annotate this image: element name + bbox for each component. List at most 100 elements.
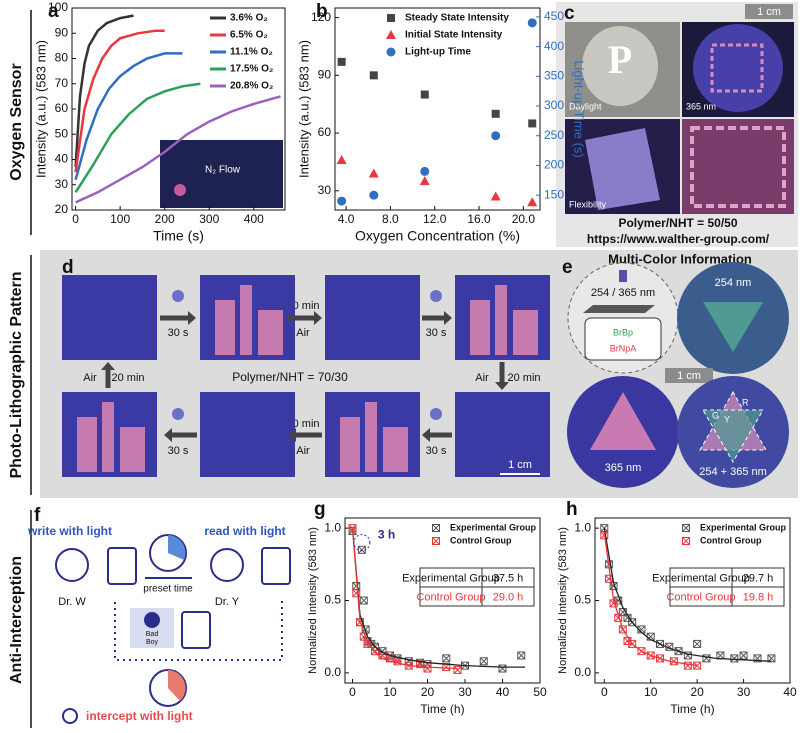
table-cell: Experimental Group xyxy=(652,572,750,584)
pattern-print xyxy=(215,300,235,355)
y-tick-label: 40 xyxy=(55,152,69,166)
arrow-head xyxy=(422,428,430,442)
layer-label: BrBp xyxy=(613,327,633,337)
marker-shape xyxy=(646,632,655,641)
y-tick-label: 50 xyxy=(55,126,69,140)
chart: N₂ Flow 0 100 200 300 400 20 30 40 50 60 70 80 90 100 T… xyxy=(33,0,286,244)
scale-label: 1 cm xyxy=(508,459,532,471)
marker-shape xyxy=(656,639,664,648)
marker-shape xyxy=(739,651,748,660)
table-cell: Control Group xyxy=(416,591,485,603)
marker xyxy=(352,589,361,598)
panel-d: Polymer/NHT = 70/30 30 s 20 min Air 30 s… xyxy=(62,275,550,477)
annotation: 3 h xyxy=(378,528,395,542)
marker xyxy=(669,657,678,666)
marker xyxy=(337,57,346,66)
scale-label: 1 cm xyxy=(757,6,781,18)
y-tick-label: 0.5 xyxy=(324,593,341,607)
marker xyxy=(387,14,395,22)
y-axis-label: Intensity (a.u.) (583 nm) xyxy=(33,40,48,178)
lens-icon xyxy=(62,708,78,724)
marker-shape xyxy=(423,664,432,673)
marker xyxy=(453,665,462,674)
x-tick-label: 0 xyxy=(72,212,79,226)
marker-shape xyxy=(420,166,430,176)
photo-label: 365 nm xyxy=(605,462,642,474)
y-axis-label: Normalized Intensity (583 nm) xyxy=(557,527,569,674)
y2-tick-label: 300 xyxy=(544,98,564,112)
marker xyxy=(730,654,739,663)
series-line xyxy=(75,95,281,204)
lamp-icon xyxy=(172,408,184,420)
panel-letter: c xyxy=(564,3,575,24)
arrow-head xyxy=(101,362,115,370)
arrow-head xyxy=(288,428,296,442)
y-tick-label: 30 xyxy=(55,177,69,191)
person-icon xyxy=(55,548,89,582)
panel-title: Multi-Color Information xyxy=(608,251,752,266)
marker-shape xyxy=(491,131,501,141)
panel-c: P 1 cm Daylight 365 nm Flexibility Polym… xyxy=(565,4,794,246)
doc-icon xyxy=(261,547,291,585)
y-tick-label: 80 xyxy=(55,51,69,65)
x-tick-label: 8.0 xyxy=(382,212,399,226)
y-tick-label: 70 xyxy=(55,76,69,90)
marker-shape xyxy=(386,47,396,57)
marker-shape xyxy=(416,660,424,669)
marker xyxy=(517,651,526,660)
table-cell: 19.8 h xyxy=(743,591,774,603)
step-label: intercept with light xyxy=(86,709,193,723)
marker-shape xyxy=(352,589,361,598)
person-label: Dr. Y xyxy=(215,596,240,608)
y-tick-label: 60 xyxy=(318,125,332,139)
marker-shape xyxy=(404,657,413,666)
x-tick-label: 200 xyxy=(155,212,175,226)
marker-shape xyxy=(730,654,739,663)
marker-shape xyxy=(527,18,537,28)
marker-shape xyxy=(491,109,500,118)
x-tick-label: 20 xyxy=(690,685,704,699)
marker-shape xyxy=(527,197,538,207)
marker-shape xyxy=(479,657,488,666)
marker-shape xyxy=(682,537,690,545)
marker xyxy=(369,190,379,200)
photo-qr xyxy=(682,119,794,214)
x-tick-label: 20 xyxy=(421,685,435,699)
panel-e: Multi-Color Information 254 / 365 nm BrB… xyxy=(567,251,789,488)
pattern-print xyxy=(365,402,377,472)
scale-bar xyxy=(665,368,713,383)
marker-shape xyxy=(387,14,395,22)
marker-shape xyxy=(358,545,366,554)
marker-shape xyxy=(628,618,637,627)
series-line xyxy=(74,82,201,193)
pattern-print xyxy=(340,417,360,472)
marker xyxy=(682,537,690,545)
x-tick-label: 4.0 xyxy=(338,212,355,226)
legend-label: Light-up Time xyxy=(405,47,471,58)
marker-shape xyxy=(693,640,701,648)
y-tick-label: 120 xyxy=(311,10,331,24)
legend-label: Control Group xyxy=(450,535,512,545)
marker-shape xyxy=(453,665,462,674)
panel-letter: e xyxy=(562,257,573,278)
y-tick-label: 0.0 xyxy=(574,665,591,679)
panel-letter: g xyxy=(314,499,326,520)
pattern-tile xyxy=(200,392,295,477)
region-label: G xyxy=(712,410,719,420)
pattern xyxy=(703,302,763,352)
marker-shape xyxy=(628,639,637,648)
region-label: Y xyxy=(724,414,730,424)
step-label: Air xyxy=(83,372,97,384)
table-cell: 37.5 h xyxy=(493,572,524,584)
panel-f: write with light read with light preset … xyxy=(27,524,291,724)
arrow-head xyxy=(444,311,452,325)
panel-letter: h xyxy=(566,499,578,520)
mask xyxy=(583,305,655,313)
marker-shape xyxy=(453,666,462,674)
x-tick-label: 0 xyxy=(349,685,356,699)
pattern-print xyxy=(120,427,145,472)
table-cell: 29.0 h xyxy=(493,591,524,603)
marker-shape xyxy=(637,647,646,656)
layer-label: BrNpA xyxy=(610,343,637,353)
y2-tick-label: 200 xyxy=(544,158,564,172)
